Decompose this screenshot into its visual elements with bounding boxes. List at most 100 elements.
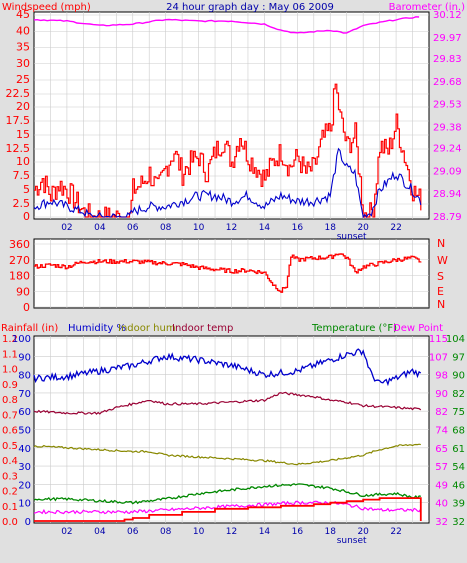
wind-x-tick-label: 20 xyxy=(357,223,369,233)
dewpoint-y-tick-label: 90 xyxy=(435,389,448,400)
humidity-y-tick-label: 0 xyxy=(25,517,31,528)
temp-x-tick-label: 16 xyxy=(292,527,304,537)
humidity-y-tick-label: 90 xyxy=(18,352,31,363)
rainfall-y-tick-label: 0.2 xyxy=(2,487,18,498)
direction-y-tick-label: 0 xyxy=(23,301,30,314)
direction-cardinal-label: W xyxy=(437,254,448,267)
wind-y-tick-label: 2.5 xyxy=(13,197,31,210)
humidity-y-tick-label: 50 xyxy=(18,426,31,437)
indoor-temp-series xyxy=(33,391,422,415)
barometer-y-tick-label: 28.94 xyxy=(433,189,462,200)
temp-x-tick-label: 04 xyxy=(94,527,106,537)
barometer-y-tick-label: 29.24 xyxy=(433,144,462,155)
indoor-hum-series xyxy=(33,443,421,466)
dewpoint-y-tick-label: 107 xyxy=(429,352,448,363)
humidity-y-tick-label: 30 xyxy=(18,462,31,473)
barometer-y-tick-label: 29.53 xyxy=(433,100,462,111)
temperature-y-tick-label: 54 xyxy=(452,462,465,473)
direction-cardinal-label: S xyxy=(437,270,444,283)
wind-x-tick-label: 14 xyxy=(259,223,271,233)
dewpoint-y-tick-label: 115 xyxy=(429,334,448,345)
wind-y-tick-label: 15 xyxy=(16,128,30,141)
temp-x-tick-label: 14 xyxy=(259,527,271,537)
temperature-axis-title: Temperature (°F) xyxy=(311,323,397,334)
series-layer xyxy=(33,16,422,522)
rainfall-y-tick-label: 1.1 xyxy=(2,349,18,360)
rainfall-y-tick-label: 0.4 xyxy=(2,456,18,467)
dewpoint-y-tick-label: 98 xyxy=(435,371,448,382)
windspeed-axis-title: Windspeed (mph) xyxy=(2,2,91,13)
humidity-y-tick-label: 100 xyxy=(12,334,31,345)
rainfall-y-tick-label: 0.0 xyxy=(2,517,18,528)
rainfall-y-tick-label: 0.7 xyxy=(2,410,18,421)
humidity-y-tick-label: 70 xyxy=(18,389,31,400)
temperature-y-tick-label: 104 xyxy=(446,334,465,345)
humidity-series xyxy=(33,348,422,387)
temperature-y-tick-label: 90 xyxy=(452,371,465,382)
humidity-y-tick-label: 80 xyxy=(18,371,31,382)
wind-x-tick-label: 22 xyxy=(390,223,401,233)
rainfall-series xyxy=(34,497,422,522)
barometer-y-tick-label: 29.38 xyxy=(433,122,462,133)
wind-sunset-label: sunset xyxy=(337,232,367,242)
wind-x-tick-label: 06 xyxy=(127,223,139,233)
barometer-y-tick-label: 29.83 xyxy=(433,54,462,65)
wind-y-tick-label: 17.5 xyxy=(6,114,31,127)
wind-y-tick-label: 45 xyxy=(16,8,30,21)
wind-y-tick-label: 20 xyxy=(16,100,30,113)
temp-x-tick-label: 10 xyxy=(193,527,205,537)
chart-title: 24 hour graph day : May 06 2009 xyxy=(166,2,334,13)
wind-y-tick-label: 40 xyxy=(16,24,30,37)
temperature-y-tick-label: 32 xyxy=(452,517,465,528)
dewpoint-axis-title: Dew Point xyxy=(393,323,443,334)
wind-x-tick-label: 10 xyxy=(193,223,205,233)
wind-y-tick-label: 5 xyxy=(23,183,30,196)
humidity-axis-title: Humidity % xyxy=(68,323,126,334)
dewpoint-y-tick-label: 74 xyxy=(435,426,448,437)
rainfall-y-tick-label: 0.9 xyxy=(2,380,18,391)
humidity-y-tick-label: 10 xyxy=(18,499,31,510)
temperature-y-tick-label: 39 xyxy=(452,499,465,510)
direction-y-tick-label: 90 xyxy=(16,285,30,298)
temp-sunset-label: sunset xyxy=(337,536,367,546)
barometer-y-tick-label: 28.79 xyxy=(433,212,462,223)
direction-y-tick-label: 360 xyxy=(9,238,30,251)
wind-x-tick-label: 12 xyxy=(226,223,237,233)
temperature-y-tick-label: 97 xyxy=(452,352,465,363)
barometer-y-tick-label: 30.12 xyxy=(433,10,462,21)
wind-x-tick-label: 16 xyxy=(292,223,304,233)
rainfall-y-tick-label: 0.8 xyxy=(2,395,18,406)
rainfall-y-tick-label: 1.2 xyxy=(2,334,18,345)
wind-y-tick-label: 7.5 xyxy=(13,169,31,182)
humidity-y-tick-label: 40 xyxy=(18,444,31,455)
rainfall-y-tick-label: 0.6 xyxy=(2,426,18,437)
dewpoint-y-tick-label: 65 xyxy=(435,444,448,455)
dewpoint-y-tick-label: 57 xyxy=(435,462,448,473)
wind-y-tick-label: 22.5 xyxy=(6,87,31,100)
direction-cardinal-label: N xyxy=(437,298,445,311)
temperature-y-tick-label: 61 xyxy=(452,444,465,455)
wind-x-tick-label: 18 xyxy=(325,223,337,233)
wind-direction-series xyxy=(34,253,422,293)
wind-y-tick-label: 10 xyxy=(16,155,30,168)
temperature-y-tick-label: 68 xyxy=(452,426,465,437)
dewpoint-y-tick-label: 49 xyxy=(435,480,448,491)
temp-x-tick-label: 18 xyxy=(325,527,337,537)
wind-gust-series xyxy=(33,147,422,219)
temperature-y-tick-label: 82 xyxy=(452,389,465,400)
rainfall-y-tick-label: 1.0 xyxy=(2,365,18,376)
barometer-axis-title: Barometer (in.) xyxy=(389,2,465,13)
humidity-y-tick-label: 20 xyxy=(18,480,31,491)
direction-y-tick-label: 180 xyxy=(9,270,30,283)
dewpoint-y-tick-label: 82 xyxy=(435,407,448,418)
temp-x-tick-label: 08 xyxy=(160,527,172,537)
indoor-hum-axis-title: Indoor hum xyxy=(118,323,176,334)
wind-x-tick-label: 04 xyxy=(94,223,106,233)
dewpoint-y-tick-label: 32 xyxy=(435,517,448,528)
wind-x-tick-label: 02 xyxy=(61,223,72,233)
barometer-y-tick-label: 29.68 xyxy=(433,77,462,88)
rainfall-y-tick-label: 0.1 xyxy=(2,502,18,513)
wind-y-tick-label: 0 xyxy=(23,210,30,223)
